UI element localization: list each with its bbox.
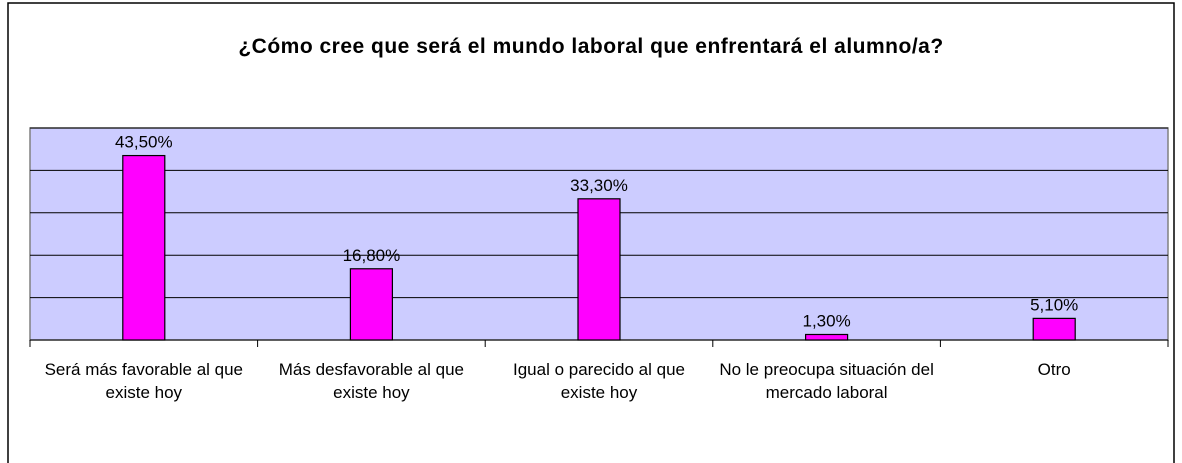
data-label: 1,30% xyxy=(802,311,850,330)
data-label: 33,30% xyxy=(570,176,628,195)
x-tick-label: Más desfavorable al que existe hoy xyxy=(278,360,464,402)
x-tick-label: No le preocupa situación del mercado lab… xyxy=(719,360,934,402)
data-label: 16,80% xyxy=(343,246,401,265)
bar xyxy=(122,154,166,341)
bar xyxy=(804,333,849,341)
x-tick-label: Igual o parecido al que existe hoy xyxy=(512,360,686,402)
data-label: 43,50% xyxy=(115,133,173,152)
data-label: 5,10% xyxy=(1030,295,1078,314)
bar xyxy=(577,198,621,341)
x-tick-label: Otro xyxy=(1037,360,1071,379)
x-tick-label: Será más favorable al que existe hoy xyxy=(44,360,244,402)
bar xyxy=(1032,317,1076,341)
chart-title: ¿Cómo cree que será el mundo laboral que… xyxy=(238,35,944,58)
bar xyxy=(349,268,393,341)
